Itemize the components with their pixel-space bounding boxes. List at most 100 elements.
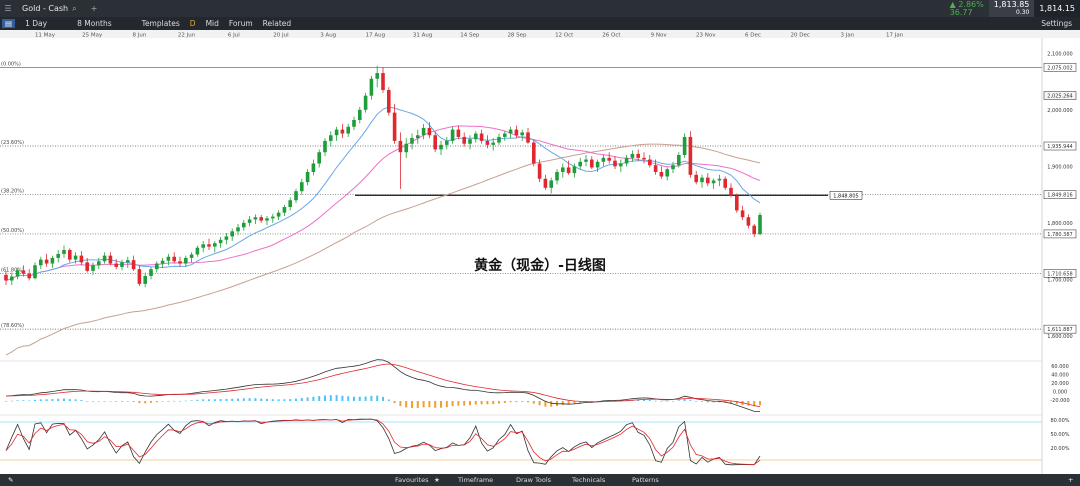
timeframe-select[interactable]: 1 Day <box>25 19 48 28</box>
candle-body <box>21 270 26 274</box>
macd-histogram-bar <box>260 398 263 401</box>
macd-histogram-bar <box>103 401 106 402</box>
candle-body <box>491 142 495 145</box>
macd-histogram-bar <box>231 398 234 401</box>
chart-icon[interactable]: ▤ <box>2 19 16 28</box>
quote-panel: ▲ 2.86% 36.77 1,813.85 0.30 1,814.15 <box>945 0 1080 17</box>
candle-body <box>503 133 507 137</box>
macd-histogram-bar <box>382 396 384 401</box>
candle-body <box>711 180 716 184</box>
candle-body <box>39 259 43 266</box>
y-tick-label: 1,849.816 <box>1047 193 1072 199</box>
x-tick-label: 6 Dec <box>745 33 761 39</box>
macd-histogram-bar <box>712 401 715 403</box>
macd-histogram-bar <box>138 401 141 404</box>
macd-histogram-bar <box>457 401 460 406</box>
star-icon[interactable]: ★ <box>434 476 440 484</box>
forum-button[interactable]: Forum <box>228 19 253 28</box>
macd-histogram-bar <box>747 401 750 406</box>
candle-body <box>126 260 130 263</box>
search-icon[interactable]: ⌕ <box>72 3 77 13</box>
candle-body <box>677 155 681 166</box>
top-bar: ☰ Gold - Cash ⌕ + ▲ 2.86% 36.77 1,813.85 0… <box>0 0 1080 17</box>
candle-body <box>537 163 542 179</box>
candle-body <box>706 177 710 184</box>
add-tab-icon[interactable]: + <box>90 4 98 13</box>
price-chart[interactable]: 11 May 25 May 8 Jun 22 Jun 6 Jul 20 Jul 3 Aug 1… <box>0 30 1080 474</box>
candle-body <box>218 239 223 244</box>
bid-price: 1,813.85 <box>993 0 1030 9</box>
macd-histogram-bar <box>521 401 524 402</box>
footer-bar: ✎ Favourites ★ Timeframe Draw Tools Tech… <box>0 474 1080 486</box>
candle-body <box>79 255 84 263</box>
macd-histogram-bar <box>295 398 297 401</box>
candle-body <box>508 129 513 134</box>
candle-body <box>242 222 246 228</box>
y-tick-label: 1,611.887 <box>1047 327 1072 333</box>
draw-tools-button[interactable]: Draw Tools <box>516 476 552 484</box>
candle-body <box>143 275 147 284</box>
add-icon[interactable]: + <box>1068 476 1074 484</box>
candle-body <box>334 129 339 136</box>
macd-histogram-bar <box>654 400 657 402</box>
y-tick-box <box>1043 141 1077 151</box>
macd-axis-label: 60.000 <box>1051 364 1069 370</box>
macd-histogram-bar <box>480 401 483 405</box>
candle-body <box>352 119 356 127</box>
settings-button[interactable]: Settings <box>1041 19 1072 28</box>
candle-body <box>735 195 739 211</box>
mid-button[interactable]: Mid <box>205 19 219 28</box>
macd-histogram-bar <box>463 401 466 406</box>
x-tick-label: 20 Jul <box>273 33 289 39</box>
symbol-title[interactable]: Gold - Cash <box>22 4 69 13</box>
macd-histogram-bar <box>509 401 512 403</box>
candle-body <box>381 73 385 91</box>
macd-histogram-bar <box>515 401 518 403</box>
macd-histogram-bar <box>237 398 239 401</box>
favourites-button[interactable]: Favourites <box>395 476 429 484</box>
menu-icon[interactable]: ☰ <box>4 4 12 13</box>
pencil-icon[interactable]: ✎ <box>8 476 14 484</box>
macd-histogram-bar <box>474 401 477 405</box>
macd-histogram-bar <box>434 401 437 408</box>
ask-button[interactable]: 1,814.15 <box>1034 0 1080 17</box>
macd-histogram-bar <box>353 396 355 401</box>
candle-body <box>294 191 298 201</box>
bid-button[interactable]: 1,813.85 0.30 <box>988 0 1035 17</box>
macd-signal-line <box>5 363 761 408</box>
d-button[interactable]: D <box>189 19 196 28</box>
candle-body <box>259 217 263 221</box>
candle-body <box>590 159 594 168</box>
macd-histogram-bar <box>503 401 506 403</box>
candle-body <box>305 171 310 183</box>
patterns-button[interactable]: Patterns <box>632 476 659 484</box>
macd-histogram-bar <box>648 400 651 401</box>
y-tick-box <box>1043 324 1077 334</box>
chart-toolbar: ▤ 1 Day 8 Months Templates D Mid Forum R… <box>0 17 1080 30</box>
timeframe-button[interactable]: Timeframe <box>458 476 494 484</box>
range-select[interactable]: 8 Months <box>77 19 112 28</box>
macd-histogram-bar <box>179 400 181 402</box>
macd-histogram-bar <box>115 401 118 402</box>
stoch-k-line <box>5 418 761 466</box>
candle-body <box>317 152 321 164</box>
related-button[interactable]: Related <box>262 19 292 28</box>
candle-body <box>68 249 72 260</box>
macd-histogram-bar <box>527 401 529 403</box>
chart-annotation: 黄金（现金）-日线图 <box>474 257 606 274</box>
macd-histogram-bar <box>735 401 738 405</box>
macd-histogram-bar <box>486 401 489 405</box>
candle-body <box>120 262 124 267</box>
x-tick-label: 23 Nov <box>696 33 716 39</box>
macd-histogram-bar <box>196 399 199 401</box>
technicals-button[interactable]: Technicals <box>572 476 606 484</box>
macd-histogram-bar <box>57 398 60 401</box>
candle-body <box>404 143 408 153</box>
candle-body <box>207 244 211 247</box>
templates-button[interactable]: Templates <box>141 19 180 28</box>
candle-body <box>236 227 240 232</box>
fib-label: (50.00%) <box>1 228 24 234</box>
macd-histogram-bar <box>318 396 321 401</box>
x-tick-label: 14 Sep <box>460 33 480 39</box>
macd-histogram-bar <box>730 401 732 404</box>
